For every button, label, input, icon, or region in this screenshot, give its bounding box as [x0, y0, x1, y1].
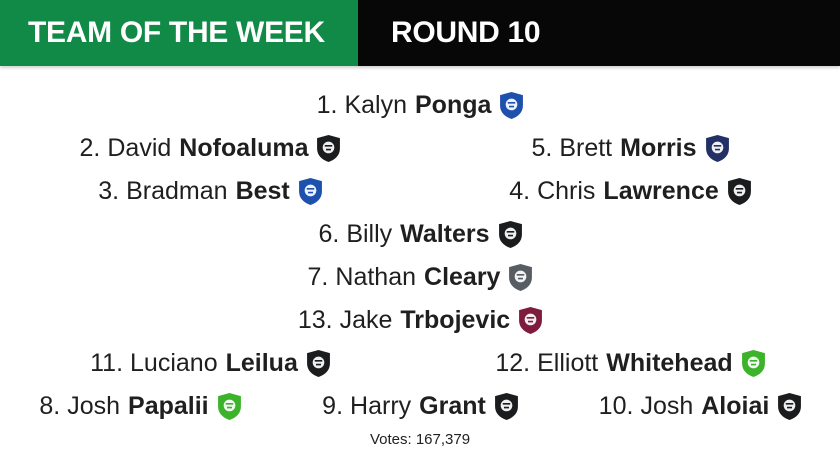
formation-row: 2. David Nofoaluma 5. Brett Morris — [0, 127, 840, 170]
player-last-name: Trbojevic — [400, 306, 511, 334]
player-first-name: Bradman — [126, 177, 228, 205]
formation-row: 3. Bradman Best 4. Chris Lawrence — [0, 170, 840, 213]
player-last-name: Morris — [620, 134, 697, 162]
player-entry: 9. Harry Grant — [322, 391, 518, 423]
player-entry: 2. David Nofoaluma — [80, 133, 341, 165]
player-last-name: Whitehead — [606, 349, 733, 377]
page-header: TEAM OF THE WEEK ROUND 10 — [0, 0, 840, 66]
player-entry: 6. Billy Walters — [318, 219, 522, 253]
team-logo-icon — [509, 263, 533, 296]
player-entry: 13. Jake Trbojevic — [297, 305, 543, 339]
team-logo-icon — [519, 306, 543, 339]
team-logo-icon — [494, 392, 518, 425]
team-logo-icon — [217, 392, 241, 425]
player-number: 7. — [307, 263, 329, 291]
formation-row: 11. Luciano Leilua 12. Elliott Whitehead — [0, 342, 840, 385]
player-number: 8. — [39, 392, 61, 420]
player-entry: 11. Luciano Leilua — [90, 348, 330, 380]
formation-row: 8. Josh Papalii 9. Harry Grant 10. Josh … — [0, 385, 840, 428]
player-number: 2. — [79, 134, 101, 162]
player-last-name: Lawrence — [603, 177, 719, 205]
player-number: 3. — [98, 177, 120, 205]
player-first-name: David — [107, 134, 172, 162]
team-logo-icon — [306, 349, 330, 382]
team-logo-icon — [727, 177, 751, 210]
player-number: 6. — [318, 220, 340, 248]
player-first-name: Chris — [537, 177, 596, 205]
votes-count: Votes: 167,379 — [369, 431, 471, 448]
team-logo-icon — [741, 349, 765, 382]
player-first-name: Josh — [67, 392, 121, 420]
player-entry: 4. Chris Lawrence — [509, 176, 751, 208]
player-first-name: Harry — [350, 392, 412, 420]
player-first-name: Jake — [339, 306, 393, 334]
player-last-name: Grant — [419, 392, 486, 420]
team-logo-icon — [500, 91, 524, 124]
player-last-name: Walters — [400, 220, 490, 248]
round-banner: ROUND 10 — [358, 0, 840, 66]
player-number: 13. — [297, 306, 333, 334]
team-formation: 1. Kalyn Ponga 2. David Nofoaluma 5. Bre… — [0, 66, 840, 448]
player-entry: 12. Elliott Whitehead — [495, 348, 765, 382]
page-title: TEAM OF THE WEEK — [28, 16, 325, 49]
player-number: 1. — [316, 91, 338, 119]
player-entry: 7. Nathan Cleary — [308, 262, 533, 294]
player-first-name: Brett — [559, 134, 613, 162]
player-first-name: Luciano — [130, 349, 218, 377]
player-entry: 8. Josh Papalii — [39, 391, 241, 425]
formation-row: 7. Nathan Cleary — [0, 256, 840, 299]
team-of-the-week-banner: TEAM OF THE WEEK — [0, 0, 358, 66]
player-first-name: Kalyn — [344, 91, 407, 119]
player-number: 4. — [509, 177, 531, 205]
team-logo-icon — [498, 220, 522, 253]
player-first-name: Elliott — [537, 349, 599, 377]
player-number: 12. — [495, 349, 531, 377]
player-last-name: Cleary — [424, 263, 501, 291]
player-entry: 1. Kalyn Ponga — [317, 90, 524, 122]
player-first-name: Nathan — [335, 263, 417, 291]
player-last-name: Best — [235, 177, 290, 205]
team-logo-icon — [705, 134, 729, 167]
player-last-name: Ponga — [415, 91, 492, 119]
formation-row: 6. Billy Walters — [0, 213, 840, 256]
team-logo-icon — [317, 134, 341, 167]
player-entry: 5. Brett Morris — [531, 133, 729, 167]
formation-row: 13. Jake Trbojevic — [0, 299, 840, 342]
player-last-name: Papalii — [128, 392, 209, 420]
round-label: ROUND 10 — [391, 16, 541, 49]
team-logo-icon — [298, 177, 322, 210]
player-number: 11. — [90, 349, 124, 377]
player-number: 9. — [322, 392, 344, 420]
player-number: 10. — [598, 392, 634, 420]
player-first-name: Billy — [346, 220, 393, 248]
team-logo-icon — [778, 392, 802, 425]
player-last-name: Nofoaluma — [179, 134, 309, 162]
player-last-name: Leilua — [225, 349, 298, 377]
player-number: 5. — [531, 134, 553, 162]
player-last-name: Aloiai — [701, 392, 770, 420]
formation-row: 1. Kalyn Ponga — [0, 84, 840, 127]
player-entry: 10. Josh Aloiai — [599, 391, 802, 423]
player-first-name: Josh — [640, 392, 694, 420]
player-entry: 3. Bradman Best — [98, 176, 322, 208]
